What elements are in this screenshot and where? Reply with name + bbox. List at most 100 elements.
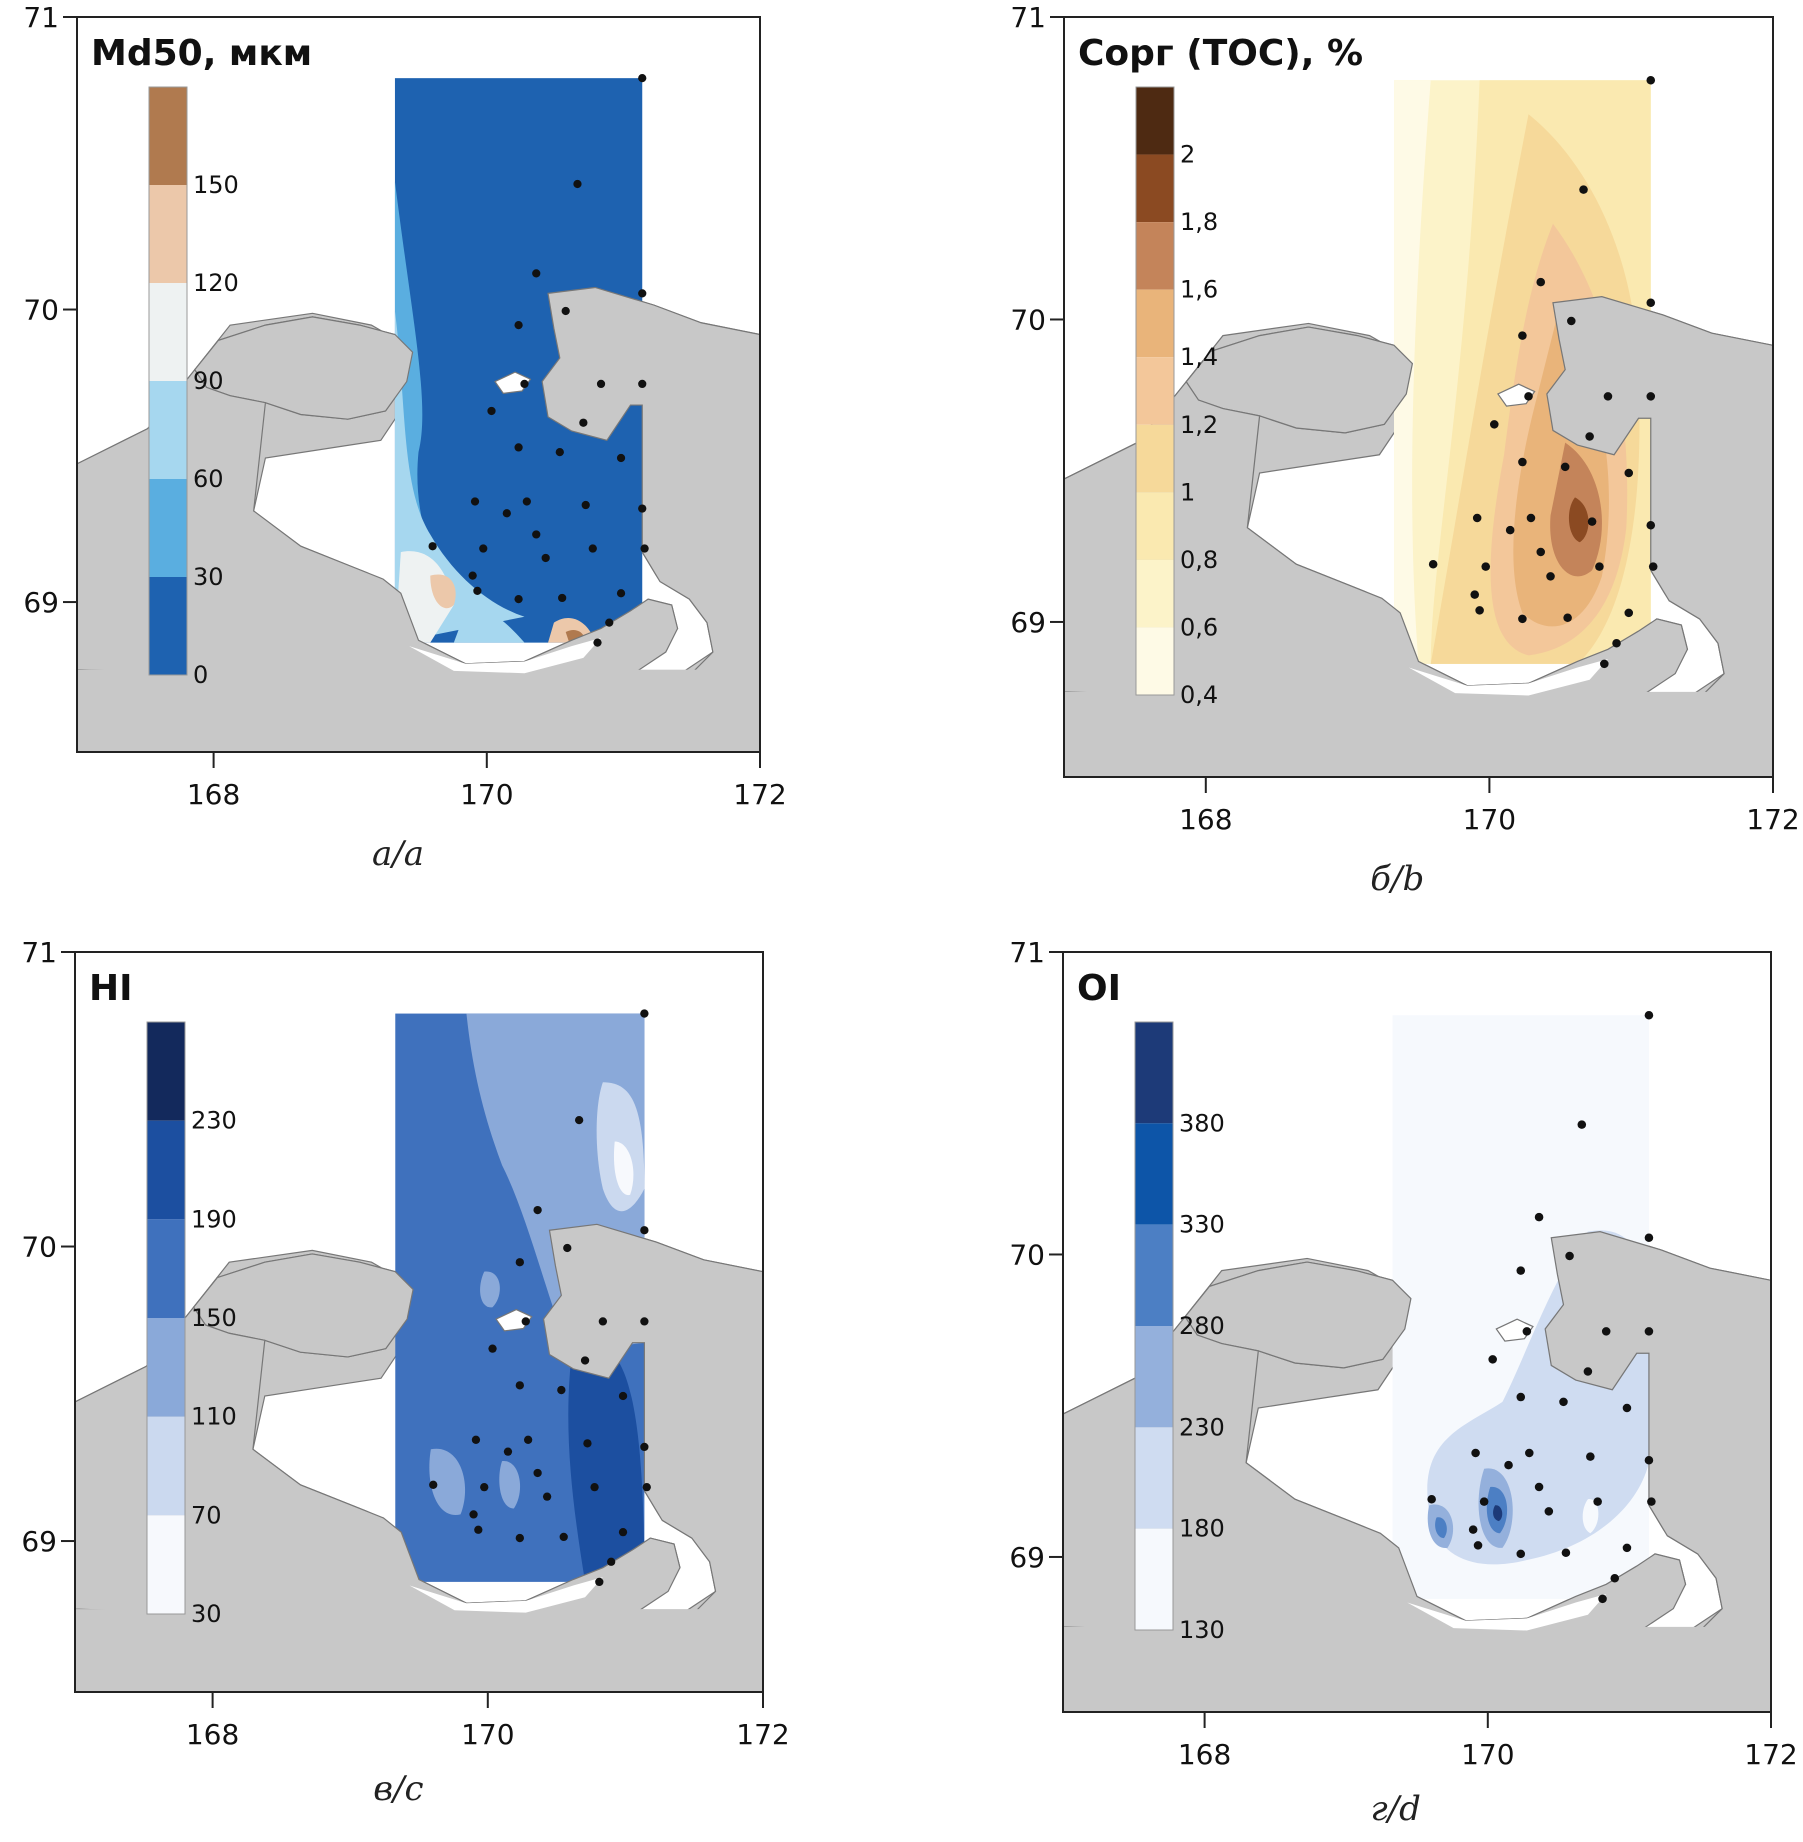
station-point xyxy=(1534,1212,1544,1222)
colorbar-label: 0,4 xyxy=(1180,681,1218,709)
station-point xyxy=(1473,1541,1483,1550)
station-point xyxy=(541,553,550,563)
colorbar-swatch xyxy=(1136,222,1174,290)
station-point xyxy=(558,593,567,603)
colorbar-label: 30 xyxy=(193,563,224,591)
station-point xyxy=(640,1226,649,1235)
station-point xyxy=(469,1510,478,1519)
panel-caption: г/d xyxy=(1371,1789,1421,1829)
lat-tick-label: 70 xyxy=(1010,303,1046,336)
station-point xyxy=(1516,1549,1526,1559)
station-point xyxy=(520,379,529,389)
map-frame xyxy=(1063,16,1774,778)
station-point xyxy=(1583,1367,1593,1376)
station-point xyxy=(1567,316,1576,326)
station-point xyxy=(1560,462,1570,472)
colorbar-label: 1,4 xyxy=(1180,343,1218,371)
station-point xyxy=(573,179,582,189)
station-point xyxy=(1481,562,1491,571)
colorbar-label: 190 xyxy=(191,1205,237,1233)
lat-tick-label: 71 xyxy=(1010,1,1046,34)
lon-tick-label: 172 xyxy=(1746,803,1799,836)
lon-tick-label: 170 xyxy=(1461,1738,1514,1771)
station-point xyxy=(1525,1448,1534,1458)
colorbar-label: 120 xyxy=(193,269,239,297)
station-point xyxy=(583,1439,592,1448)
station-point xyxy=(1522,1327,1532,1336)
colorbar: 2 1,8 1,6 1,4 1,2 1 0,8 0,6 0,4 xyxy=(1135,86,1218,709)
station-point xyxy=(598,1317,608,1326)
colorbar-swatch xyxy=(149,87,187,185)
station-point xyxy=(1472,513,1482,523)
station-point xyxy=(605,618,614,627)
station-point xyxy=(1490,420,1499,429)
colorbar-label: 2 xyxy=(1180,141,1195,169)
lat-tick-label: 70 xyxy=(21,1231,57,1264)
lat-tick-label: 69 xyxy=(21,1525,57,1558)
station-point xyxy=(579,418,588,427)
station-point xyxy=(1471,1448,1480,1458)
station-point xyxy=(1624,468,1634,478)
station-point xyxy=(514,443,523,452)
colorbar-label: 90 xyxy=(193,367,224,395)
colorbar-swatch xyxy=(1136,627,1174,695)
colorbar-swatch xyxy=(1135,1123,1173,1225)
station-point xyxy=(616,453,626,463)
station-point xyxy=(473,586,482,596)
station-point xyxy=(468,571,477,580)
lon-tick-label: 172 xyxy=(1744,1738,1797,1771)
colorbar-swatch xyxy=(1135,1528,1173,1630)
panel-caption: а/a xyxy=(372,834,424,874)
colorbar-swatch xyxy=(1136,87,1174,155)
station-point xyxy=(642,1483,651,1492)
colorbar-label: 230 xyxy=(1179,1413,1225,1441)
station-point xyxy=(1587,517,1597,526)
colorbar-swatch xyxy=(1136,424,1174,493)
station-point xyxy=(1622,1403,1632,1413)
colorbar-label: 280 xyxy=(1179,1312,1225,1340)
station-point xyxy=(596,379,606,389)
station-point xyxy=(1504,1460,1513,1470)
map-panel-b: 71 70 69 168 170 172 Сорг (TOC), % 2 1,8 1,6 1,4 1,… xyxy=(1010,1,1799,899)
station-point xyxy=(574,1115,584,1125)
colorbar-swatch xyxy=(1136,357,1174,425)
colorbar-label: 330 xyxy=(1179,1211,1225,1239)
station-point xyxy=(557,1385,566,1395)
colorbar-swatch xyxy=(1136,559,1174,628)
station-point xyxy=(1428,559,1438,569)
lon-tick-label: 172 xyxy=(733,778,786,811)
station-point xyxy=(1561,1548,1571,1557)
station-point xyxy=(487,406,496,416)
station-point xyxy=(1603,392,1613,401)
colorbar-swatch xyxy=(1135,1326,1173,1428)
station-point xyxy=(1646,392,1656,401)
colorbar-swatch xyxy=(149,381,187,479)
station-point xyxy=(471,1435,481,1444)
colorbar-swatch xyxy=(149,577,187,675)
station-point xyxy=(1646,75,1656,85)
colorbar-swatch xyxy=(1136,492,1174,560)
colorbar: 150 120 90 60 30 0 xyxy=(148,86,239,689)
station-point xyxy=(640,1442,649,1452)
station-point xyxy=(1610,1573,1620,1583)
station-point xyxy=(1534,1482,1544,1492)
station-point xyxy=(1601,1327,1611,1336)
station-point xyxy=(532,530,541,539)
station-point xyxy=(640,1009,649,1018)
station-point xyxy=(542,1492,552,1501)
lon-tick-label: 168 xyxy=(186,1718,239,1751)
colorbar-swatch xyxy=(149,479,187,577)
station-point xyxy=(1518,457,1527,467)
station-point xyxy=(1598,1594,1607,1604)
colorbar-swatch xyxy=(147,1318,185,1417)
station-point xyxy=(1646,521,1656,530)
lat-tick-label: 70 xyxy=(23,294,59,327)
colorbar-label: 0,8 xyxy=(1180,546,1218,574)
station-point xyxy=(514,320,523,330)
colorbar-swatch xyxy=(147,1022,185,1121)
colorbar-label: 70 xyxy=(191,1501,222,1529)
station-point xyxy=(1644,1456,1654,1465)
lat-tick-label: 69 xyxy=(1009,1541,1045,1574)
station-point xyxy=(1468,1525,1478,1534)
